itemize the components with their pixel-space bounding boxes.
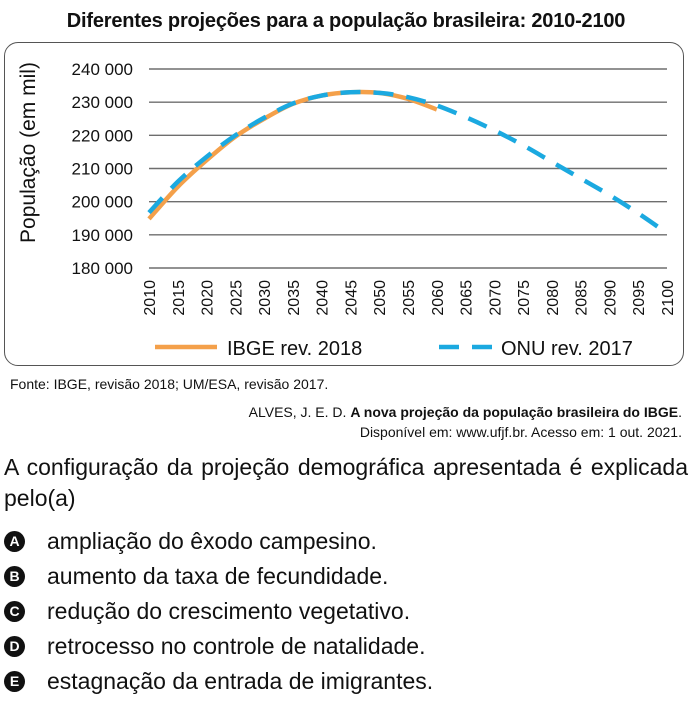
option-text: retrocesso no controle de natalidade. [47,633,426,659]
option-text: redução do crescimento vegetativo. [47,598,411,624]
x-tick-label: 2010 [142,280,159,316]
source-note: Fonte: IBGE, revisão 2018; UM/ESA, revis… [10,376,329,392]
x-tick-label: 2065 [459,280,476,316]
option-letter-badge: E [4,670,25,692]
citation-available: Disponível em: www.ufjf.br. Acesso em: 1… [359,424,682,440]
option-letter-badge: A [4,530,25,552]
y-tick-label: 210 000 [72,160,133,179]
x-tick-label: 2060 [430,280,447,316]
y-tick-label: 230 000 [72,93,133,112]
option-letter-badge: B [4,565,25,587]
option-text: aumento da taxa de fecundidade. [47,563,389,589]
line-chart: 180 000 190 000 200 000 210 000 220 000 230 0… [17,60,677,360]
citation-end: . [678,404,682,420]
question-text: A configuração da projeção demográfica a… [4,454,688,511]
x-tick-label: 2030 [257,280,274,316]
x-tick-label: 2075 [516,280,533,316]
y-tick-label: 200 000 [72,193,133,212]
x-tick-label: 2025 [228,280,245,316]
x-tick-label: 2095 [631,280,648,316]
y-tick-label: 240 000 [72,60,133,79]
chart-frame: 180 000 190 000 200 000 210 000 220 000 230 0… [4,42,684,366]
legend-label: IBGE rev. 2018 [227,338,362,360]
y-axis-label: População (em mil) [17,62,40,243]
option-c[interactable]: C redução do crescimento vegetativo. [4,597,410,625]
x-tick-label: 2040 [315,280,332,316]
x-tick-label: 2085 [574,280,591,316]
citation-line-1: ALVES, J. E. D. A nova projeção da popul… [249,402,682,422]
x-tick-label: 2080 [545,280,562,316]
option-a[interactable]: A ampliação do êxodo campesino. [4,527,377,555]
option-e[interactable]: E estagnação da entrada de imigrantes. [4,667,433,695]
citation-author: ALVES, J. E. D. [248,404,351,420]
series-line-ibge [147,89,438,221]
x-tick-label: 2055 [401,280,418,316]
legend-label: ONU rev. 2017 [501,338,633,360]
citation: ALVES, J. E. D. A nova projeção da popul… [249,402,682,442]
citation-work: A nova projeção da população brasileira … [350,404,679,420]
option-letter-badge: D [4,635,25,657]
x-tick-label: 2100 [660,280,677,316]
option-text: estagnação da entrada de imigrantes. [47,668,434,694]
y-tick-label: 220 000 [72,126,133,145]
option-d[interactable]: D retrocesso no controle de natalidade. [4,632,425,660]
x-tick-label: 2070 [487,280,504,316]
x-tick-label: 2015 [171,280,188,316]
y-tick-label: 180 000 [72,259,133,278]
x-tick-label: 2090 [602,280,619,316]
series-line-onu [147,89,669,236]
option-text: ampliação do êxodo campesino. [47,528,377,554]
y-tick-label: 190 000 [72,226,133,245]
option-letter-badge: C [4,600,25,622]
option-b[interactable]: B aumento da taxa de fecundidade. [4,562,388,590]
x-tick-label: 2045 [343,280,360,316]
chart-title: Diferentes projeções para a população br… [66,10,626,32]
x-tick-label: 2050 [372,280,389,316]
x-tick-label: 2020 [200,280,217,316]
x-tick-label: 2035 [286,280,303,316]
